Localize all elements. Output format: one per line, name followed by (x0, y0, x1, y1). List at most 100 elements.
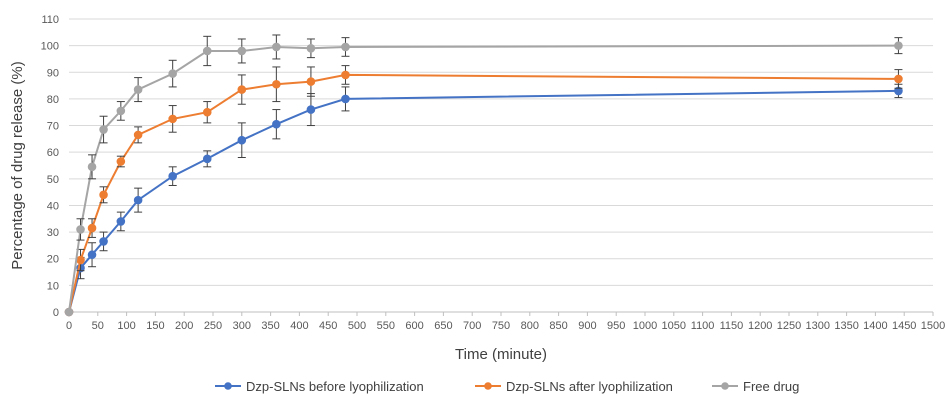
x-tick-label: 1150 (720, 320, 744, 332)
x-tick-label: 950 (607, 320, 625, 332)
x-tick-label: 100 (117, 320, 135, 332)
gridlines (69, 18, 933, 286)
y-tick-label: 40 (47, 200, 59, 212)
x-tick-label: 1300 (806, 320, 830, 332)
y-tick-label: 30 (47, 227, 59, 239)
x-tick-label: 150 (146, 320, 164, 332)
data-point (133, 130, 143, 140)
data-point (116, 217, 126, 226)
data-point (168, 114, 177, 124)
legend-label: Dzp-SLNs before lyophilization (246, 379, 424, 394)
x-tick-label: 250 (204, 320, 222, 332)
data-point (99, 190, 108, 200)
x-tick-label: 750 (492, 320, 510, 332)
data-point (894, 41, 903, 50)
x-tick-label: 1050 (662, 320, 686, 332)
x-tick-label: 550 (377, 320, 395, 332)
data-point (87, 223, 97, 233)
legend: Dzp-SLNs before lyophilization Dzp-SLNs a… (215, 379, 799, 394)
data-point (99, 237, 108, 246)
data-point (341, 70, 350, 80)
data-point (76, 255, 85, 265)
y-axis-title: Percentage of drug release (%) (9, 61, 26, 269)
data-point (202, 154, 212, 164)
y-tick-label: 110 (41, 14, 59, 26)
data-point (272, 42, 281, 52)
y-tick-labels: 0 10 20 30 40 50 60 70 80 90 100 110 (41, 14, 59, 319)
data-point (87, 162, 97, 172)
x-tick-label: 400 (290, 320, 308, 332)
y-tick-label: 100 (41, 41, 59, 53)
x-tick-label: 200 (175, 320, 193, 332)
legend-swatch-marker (721, 382, 729, 390)
legend-item-2: Dzp-SLNs after lyophilization (475, 379, 673, 394)
x-tick-label: 650 (434, 320, 452, 332)
x-tick-label: 1200 (748, 320, 772, 332)
x-tick-labels: 0 50 100 150 200 250 300 350 400 450 500 550 600 650 7… (66, 320, 945, 332)
series-line (68, 89, 899, 313)
data-point (341, 42, 350, 52)
y-tick-label: 80 (47, 94, 59, 106)
data-point (237, 135, 247, 145)
x-tick-label: 800 (521, 320, 539, 332)
data-point (272, 119, 281, 129)
data-point (306, 105, 316, 114)
x-tick-label: 900 (578, 320, 596, 332)
x-tick-label: 50 (92, 320, 104, 332)
x-tick-label: 850 (549, 320, 567, 332)
series-2 (64, 65, 903, 317)
data-point (894, 74, 903, 84)
data-point (133, 85, 143, 94)
y-tick-label: 50 (47, 174, 59, 186)
axes (68, 311, 934, 316)
data-point (99, 125, 108, 134)
x-tick-label: 0 (66, 320, 72, 332)
x-tick-label: 700 (463, 320, 481, 332)
series-1 (64, 83, 903, 317)
data-point (87, 250, 97, 260)
legend-swatch-marker (484, 382, 492, 390)
x-tick-label: 1350 (834, 320, 858, 332)
x-tick-label: 300 (233, 320, 251, 332)
x-tick-label: 1000 (633, 320, 657, 332)
legend-swatch-marker (224, 382, 232, 390)
x-tick-label: 1250 (777, 320, 801, 332)
data-point (237, 85, 247, 94)
x-tick-label: 450 (319, 320, 337, 332)
x-tick-label: 1450 (892, 320, 916, 332)
y-tick-label: 0 (53, 307, 59, 319)
data-point (306, 44, 316, 53)
data-point (341, 94, 350, 104)
y-tick-label: 70 (47, 121, 59, 133)
x-tick-label: 1400 (863, 320, 887, 332)
x-tick-label: 1500 (921, 320, 945, 332)
data-point (116, 106, 126, 116)
legend-item-1: Dzp-SLNs before lyophilization (215, 379, 424, 394)
data-point (237, 46, 247, 56)
legend-item-3: Free drug (712, 379, 799, 394)
y-tick-label: 90 (47, 67, 59, 79)
data-point (168, 69, 177, 78)
data-point (133, 195, 143, 205)
data-point (272, 79, 281, 89)
x-tick-label: 350 (261, 320, 279, 332)
x-tick-label: 500 (348, 320, 366, 332)
series-line (68, 73, 899, 313)
series (64, 34, 903, 317)
data-point (202, 107, 212, 117)
y-tick-label: 60 (47, 147, 59, 159)
x-tick-label: 1100 (691, 320, 715, 332)
data-point (116, 157, 126, 166)
series-3 (64, 34, 903, 317)
x-tick-label: 600 (405, 320, 423, 332)
legend-label: Dzp-SLNs after lyophilization (506, 379, 673, 394)
y-tick-label: 10 (47, 280, 59, 292)
data-point (64, 307, 74, 317)
data-point (306, 77, 316, 86)
data-point (76, 225, 85, 234)
data-point (202, 46, 212, 56)
legend-label: Free drug (743, 379, 799, 394)
x-axis-title: Time (minute) (455, 346, 547, 363)
data-point (168, 171, 177, 181)
